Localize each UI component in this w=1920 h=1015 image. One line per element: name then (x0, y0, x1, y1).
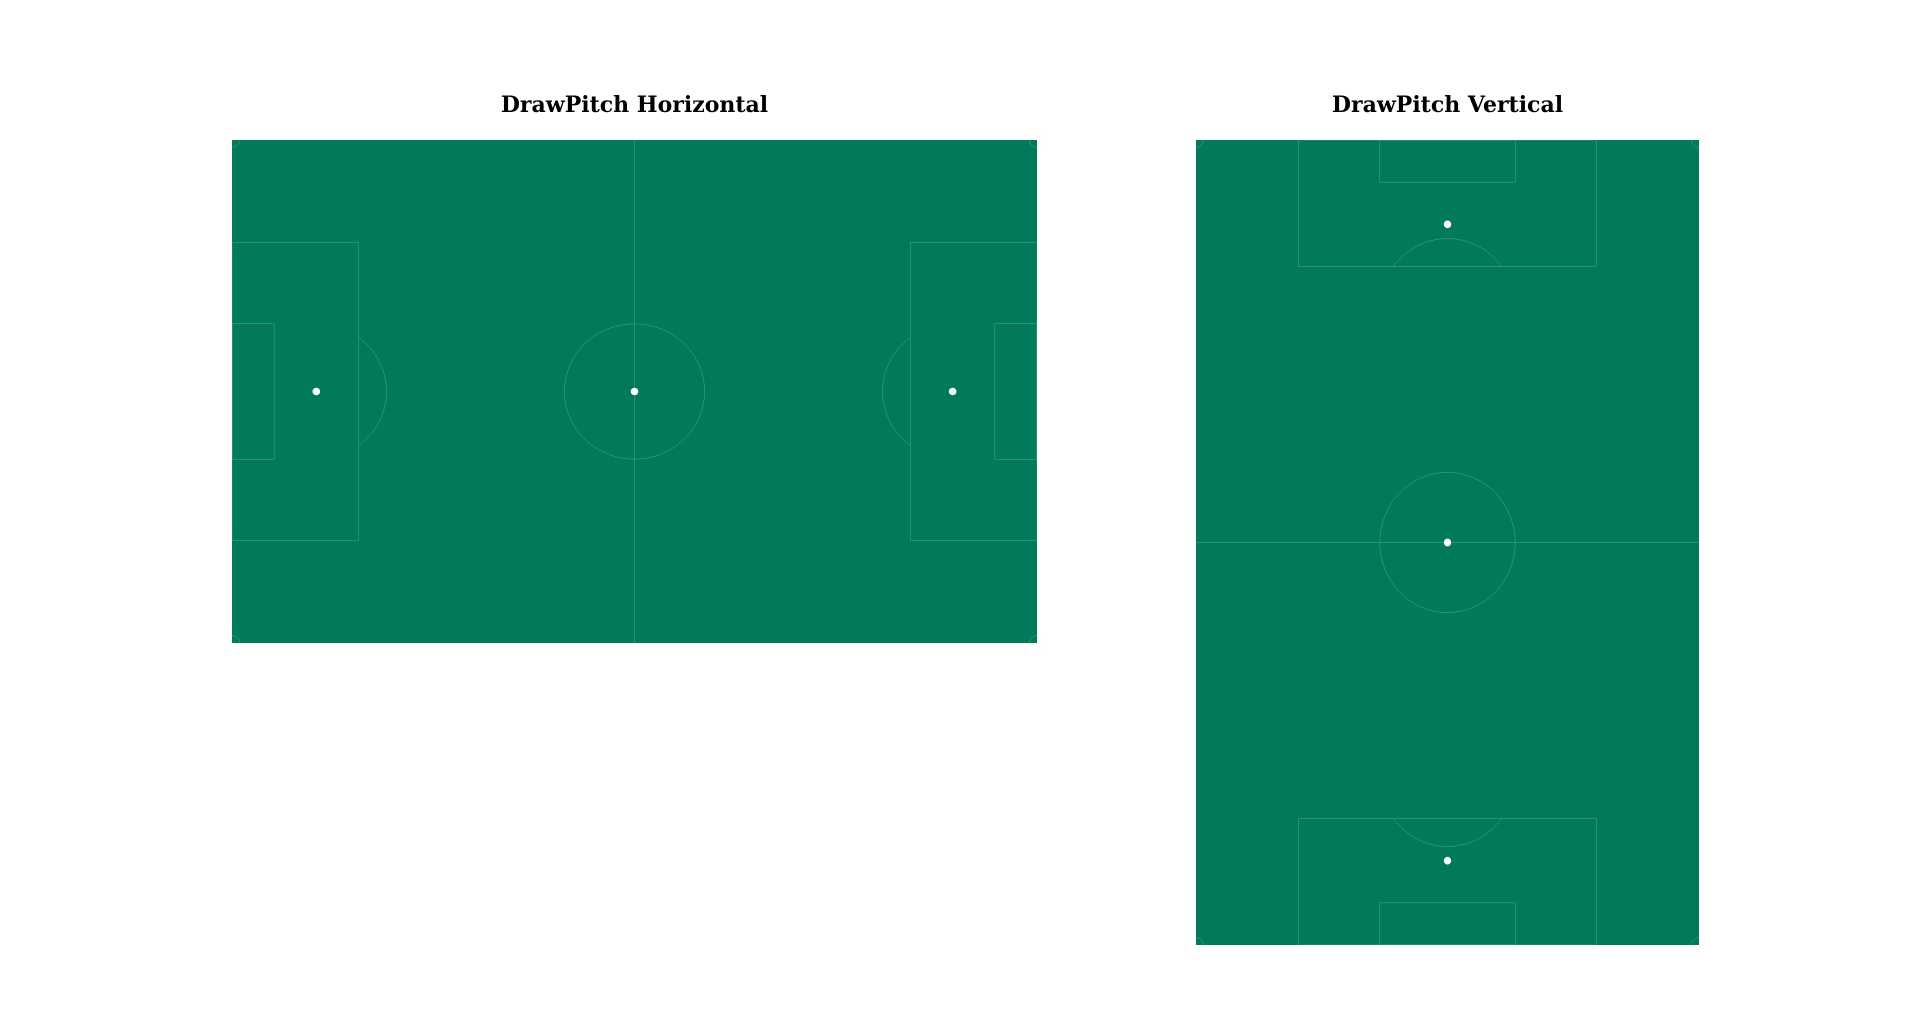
penalty-spot-left (1443, 856, 1452, 865)
corner-arc-1 (1189, 937, 1204, 952)
goal-right (1037, 364, 1044, 419)
penalty-spot-right (948, 387, 957, 396)
goal-left (1420, 945, 1475, 952)
corner-arc-3 (1189, 132, 1204, 147)
vertical-pitch-title: DrawPitch Vertical (1331, 92, 1564, 118)
corner-arc-2 (1692, 937, 1707, 952)
corner-arc-1 (224, 133, 239, 148)
centre-spot (630, 387, 639, 396)
corner-arc-3 (1029, 133, 1044, 148)
goal-left (225, 364, 232, 419)
centre-circle (1380, 472, 1515, 612)
centre-spot (1443, 538, 1452, 547)
goal-area-right (995, 324, 1037, 460)
penalty-spot-right (1443, 220, 1452, 229)
horizontal-pitch-title: DrawPitch Horizontal (500, 92, 769, 118)
penalty-spot-left (312, 387, 321, 396)
horizontal-pitch (232, 140, 1037, 643)
goal-area-left (1380, 903, 1516, 945)
corner-arc-2 (224, 636, 239, 651)
goal-area-left (232, 324, 274, 460)
corner-arc-4 (1692, 132, 1707, 147)
corner-arc-4 (1029, 636, 1044, 651)
vertical-pitch (1196, 140, 1699, 945)
centre-circle (564, 324, 704, 459)
goal-area-right (1380, 140, 1516, 182)
goal-right (1420, 133, 1475, 140)
